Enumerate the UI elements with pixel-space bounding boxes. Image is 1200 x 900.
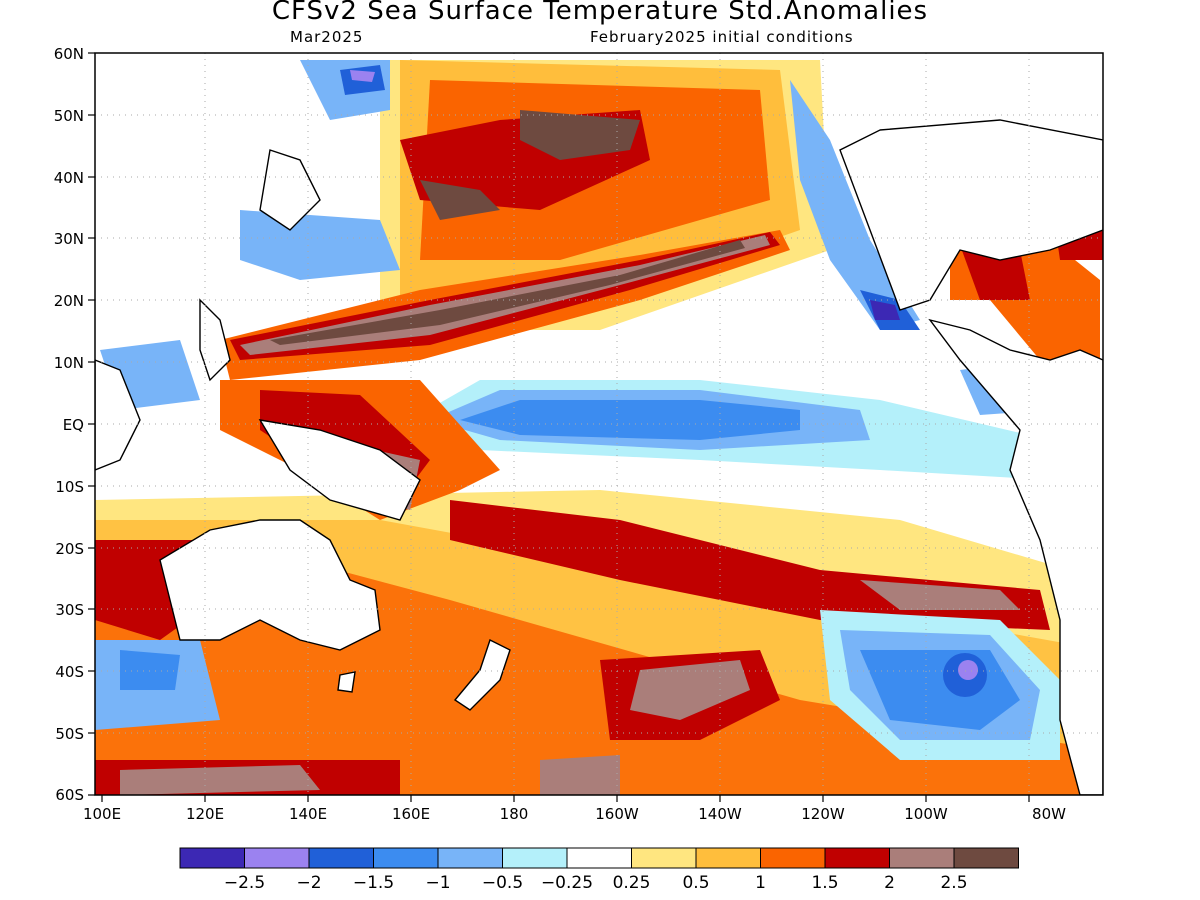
- colorbar-label: 2.5: [940, 873, 967, 893]
- lon-label-120w: 120W: [801, 805, 845, 823]
- colorbar-label: 0.5: [682, 873, 709, 893]
- lon-label-100e: 100E: [83, 805, 121, 823]
- lon-label-140e: 140E: [289, 805, 327, 823]
- colorbar-label: −0.25: [541, 873, 593, 893]
- colorbar-label: 0.25: [613, 873, 651, 893]
- valid-month-label: Mar2025: [290, 28, 364, 46]
- colorbar-label: −1.5: [353, 873, 394, 893]
- lat-label-30s: 30S: [55, 601, 84, 619]
- lat-label-40s: 40S: [55, 663, 84, 681]
- lon-label-160e: 160E: [392, 805, 430, 823]
- colorbar-swatch: [631, 847, 697, 869]
- lat-label-20s: 20S: [55, 540, 84, 558]
- init-conditions-label: February2025 initial conditions: [590, 28, 854, 46]
- lon-label-100w: 100W: [904, 805, 948, 823]
- colorbar-label: 1.5: [811, 873, 838, 893]
- colorbar-swatch: [308, 847, 374, 869]
- chart-title: CFSv2 Sea Surface Temperature Std.Anomal…: [271, 0, 929, 26]
- colorbar-swatch: [502, 847, 568, 869]
- colorbar-swatch: [953, 847, 1019, 869]
- colorbar-swatch: [695, 847, 761, 869]
- lon-label-180: 180: [500, 805, 529, 823]
- lat-label-20n: 20N: [54, 292, 84, 310]
- colorbar-swatch: [566, 847, 632, 869]
- lat-label-60s: 60S: [55, 786, 84, 804]
- axis-ticks: [88, 52, 1030, 802]
- colorbar: −2.5 −2 −1.5 −1 −0.5 −0.25 0.25 0.5 1 1.5 2 2.5: [179, 847, 1019, 893]
- colorbar-swatch: [760, 847, 826, 869]
- colorbar-label: −2.5: [224, 873, 265, 893]
- colorbar-swatch: [824, 847, 890, 869]
- lat-label-30n: 30N: [54, 230, 84, 248]
- colorbar-swatch: [179, 847, 245, 869]
- lat-label-40n: 40N: [54, 169, 84, 187]
- colorbar-label: −1: [425, 873, 450, 893]
- coastlines: [95, 119, 1103, 795]
- colorbar-swatch: [437, 847, 503, 869]
- graticule: [95, 53, 1103, 795]
- colorbar-label: −2: [296, 873, 321, 893]
- colorbar-swatch: [373, 847, 439, 869]
- lat-label-60n: 60N: [54, 45, 84, 63]
- lat-label-10s: 10S: [55, 478, 84, 496]
- colorbar-label: −0.5: [482, 873, 523, 893]
- lon-label-120e: 120E: [186, 805, 224, 823]
- colorbar-swatch: [244, 847, 310, 869]
- lon-label-80w: 80W: [1032, 805, 1066, 823]
- lon-label-160w: 160W: [595, 805, 639, 823]
- lon-label-140w: 140W: [698, 805, 742, 823]
- lat-label-10n: 10N: [54, 354, 84, 372]
- lat-label-50s: 50S: [55, 725, 84, 743]
- colorbar-label: 2: [884, 873, 895, 893]
- colorbar-swatch: [889, 847, 955, 869]
- lat-label-50n: 50N: [54, 107, 84, 125]
- colorbar-label: 1: [755, 873, 766, 893]
- lat-label-eq: EQ: [63, 416, 84, 434]
